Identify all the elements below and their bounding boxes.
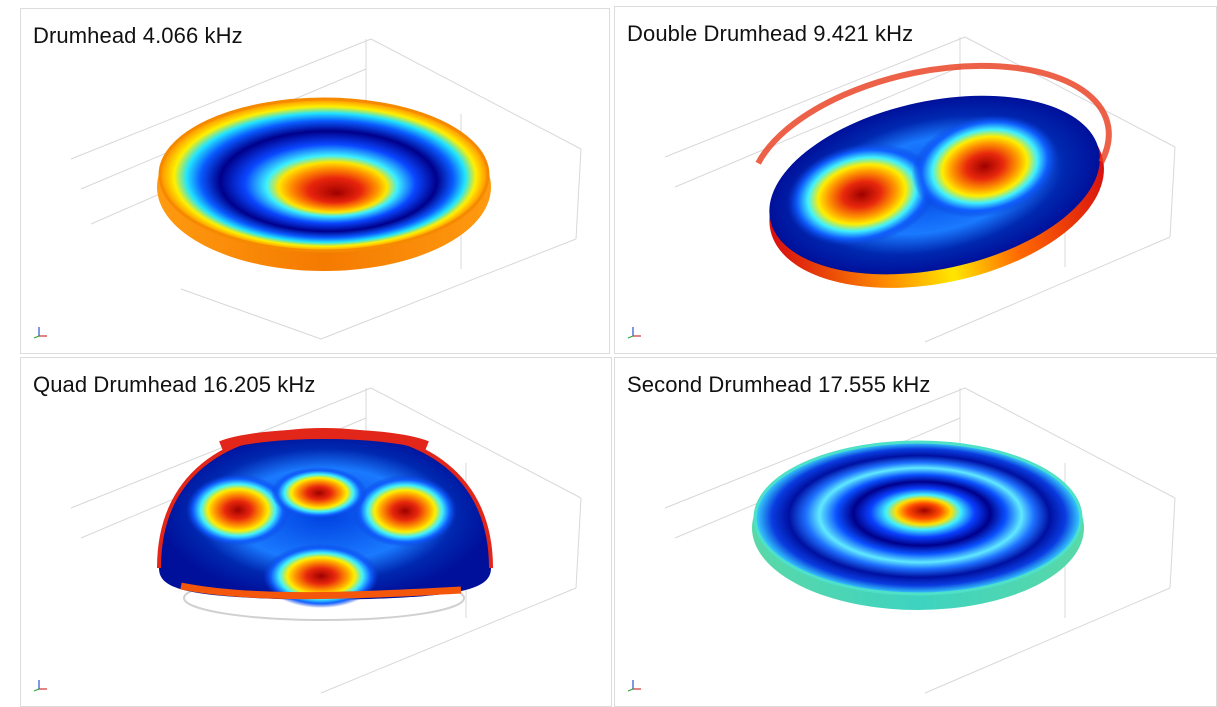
drumhead-plot-four-lobe (70, 387, 582, 694)
hotspot-lobe (911, 114, 1058, 218)
hotspot-lobe (186, 474, 290, 546)
panel-title: Drumhead 4.066 kHz (33, 23, 243, 48)
drumhead-plot-two-lobe (664, 36, 1176, 343)
panel-title: Quad Drumhead 16.205 kHz (33, 372, 316, 397)
mode-panel-four-lobe: Quad Drumhead 16.205 kHz (20, 357, 612, 707)
xyz-axis-triad-icon (627, 680, 641, 692)
hotspot-lobe (786, 142, 937, 246)
xyz-axis-triad-icon (33, 327, 47, 339)
panel-title: Second Drumhead 17.555 kHz (627, 372, 931, 397)
mode-surface (755, 442, 1081, 594)
xyz-axis-triad-icon (33, 680, 47, 692)
mode-panel-fundamental: Drumhead 4.066 kHz (20, 8, 610, 354)
xyz-axis-triad-icon (627, 327, 641, 339)
drumhead-plot-fundamental (70, 38, 582, 340)
hotspot-lobe (271, 467, 367, 519)
mode-panel-second-radial: Second Drumhead 17.555 kHz (614, 357, 1217, 707)
panel-title: Double Drumhead 9.421 kHz (627, 21, 914, 46)
mode-panel-two-lobe: Double Drumhead 9.421 kHz (614, 6, 1217, 354)
drumhead-plot-second-radial (664, 387, 1176, 694)
mode-surface (160, 99, 488, 251)
hotspot-lobe (353, 475, 457, 547)
